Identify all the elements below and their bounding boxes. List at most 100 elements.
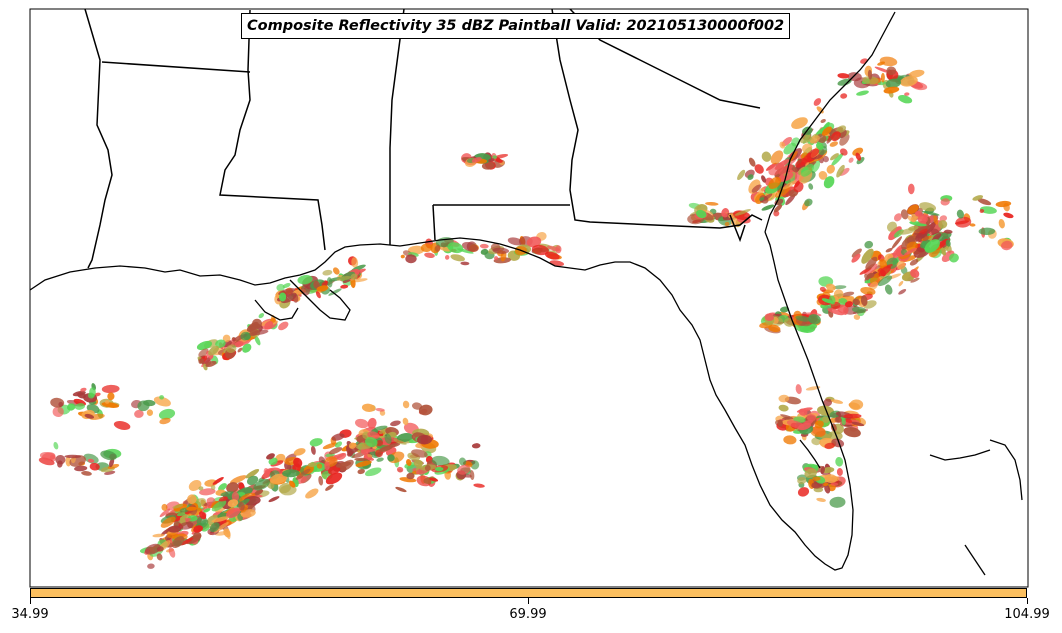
storm-cell [919,202,937,212]
storm-cell [898,94,913,104]
storm-cell [55,454,66,465]
storm-cell [783,142,797,155]
storm-cell [416,475,432,487]
storm-cell [156,553,163,561]
storm-cell [230,475,247,484]
storm-cell [782,180,797,190]
storm-cell [547,245,561,252]
storm-cell [83,453,99,464]
storm-cell [852,298,861,306]
storm-cell [328,447,343,455]
storm-cell [865,256,878,270]
storm-cell [193,531,202,540]
storm-cell [909,221,927,227]
storm-cell [411,449,428,458]
storm-cell [795,158,808,168]
storm-cell [747,174,754,180]
storm-cell [390,420,401,427]
storm-cell [199,511,207,520]
storm-cell [886,221,898,232]
storm-cell [366,457,375,461]
storm-cell [861,248,874,264]
storm-cell [420,243,433,253]
storm-cell [316,463,323,469]
storm-cell [444,255,450,260]
storm-cell [293,448,306,456]
storm-cell [373,425,388,431]
storm-cell [400,254,405,259]
storm-cell [357,468,365,475]
storm-cell [246,475,259,486]
storm-cell [275,453,286,463]
storm-cell [949,253,959,263]
storm-cell [979,208,985,214]
storm-cell [332,267,340,275]
storm-cell [328,288,342,296]
storm-cell [187,494,197,505]
storm-cell [877,275,893,287]
storm-cell [227,499,239,508]
storm-cell [297,275,313,285]
storm-cell [778,394,790,403]
storm-cell [471,157,482,163]
storm-cell [193,525,203,533]
storm-cell [759,197,765,201]
storm-cell [473,483,485,488]
storm-cell [379,428,388,434]
storm-cell [1003,203,1010,212]
storm-cell [830,482,839,486]
storm-cell [775,186,791,198]
storm-cell [335,461,352,468]
storm-cell [493,256,499,261]
storm-cell [402,417,409,426]
storm-cell [66,403,76,411]
storm-cell [481,161,495,170]
storm-cell [254,335,261,346]
storm-cell [245,469,260,479]
storm-cell [851,248,862,258]
storm-cell [365,437,378,447]
storm-cell [108,458,115,468]
storm-cell [722,212,728,218]
colorbar [30,588,1027,598]
storm-cell [322,269,333,276]
storm-cell [159,417,171,425]
storm-cell [724,221,730,227]
storm-cell [331,433,345,441]
storm-cell [841,291,855,297]
storm-cell [65,456,72,467]
storm-cell [336,276,352,281]
storm-cell [205,360,217,368]
storm-cell [211,516,229,523]
storm-cell [210,485,216,490]
storm-cell [321,280,329,287]
storm-cell [263,468,271,478]
colorbar-tick [30,598,31,604]
storm-cell [470,460,480,470]
storm-cell [820,466,826,475]
storm-cell [396,466,404,473]
storm-cell [773,204,783,213]
storm-cell [829,141,838,147]
storm-cell [531,244,549,256]
storm-cell [843,426,861,438]
storm-cell [851,306,867,314]
storm-cell [243,496,261,506]
storm-cell [159,395,165,400]
storm-cell [84,413,95,419]
storm-cell [167,533,179,539]
storm-cell [998,218,1005,229]
storm-cell [939,215,948,222]
storm-cell [74,465,88,472]
storm-cell [972,195,984,201]
storm-cell [894,213,902,222]
storm-cell [822,416,830,423]
storm-cell [834,416,842,423]
storm-cell [822,155,829,163]
storm-cell [418,404,433,416]
storm-cell [956,209,964,219]
storm-cell [818,171,828,180]
storm-cell [203,508,211,513]
storm-cell [354,457,368,462]
storm-cell [777,419,783,427]
